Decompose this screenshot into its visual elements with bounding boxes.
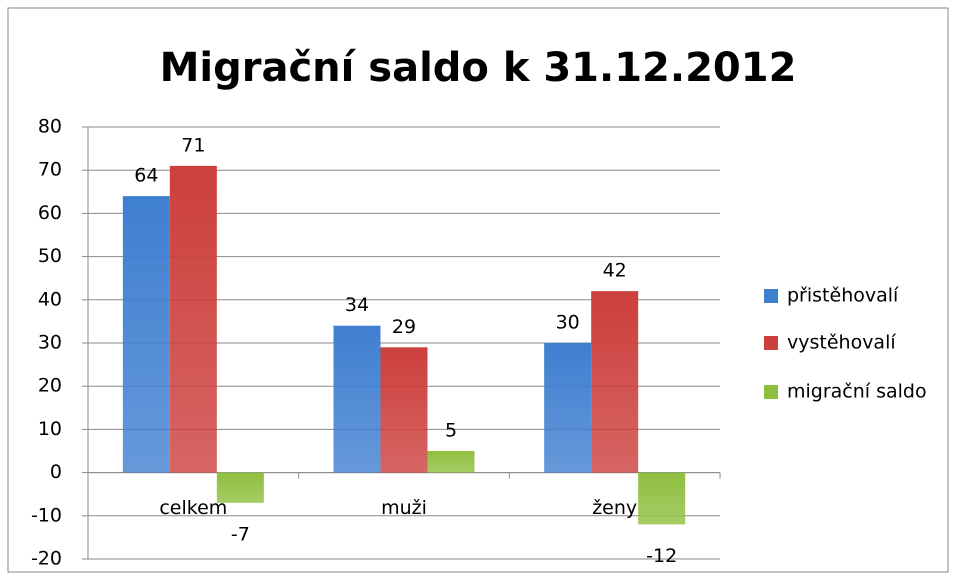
bar [591, 291, 639, 473]
legend-label: migrační saldo [787, 381, 927, 403]
y-tick-label: 50 [38, 245, 62, 267]
data-label: 5 [445, 420, 457, 442]
legend-swatch [764, 336, 778, 350]
y-tick-label: 20 [38, 375, 62, 397]
legend-label: přistěhovalí [787, 285, 899, 307]
bar [216, 472, 264, 503]
data-label: 29 [392, 316, 416, 338]
bar [544, 343, 592, 473]
x-tick-label: muži [381, 497, 427, 519]
data-label: 64 [134, 165, 158, 187]
y-tick-label: 70 [38, 159, 62, 181]
data-label: 42 [603, 260, 627, 282]
data-label: -12 [646, 545, 677, 567]
bar [427, 451, 475, 473]
data-label: 30 [556, 312, 580, 334]
y-tick-label: 30 [38, 332, 62, 354]
x-tick-label: celkem [159, 497, 227, 519]
y-tick-label: -10 [31, 504, 62, 526]
y-tick-label: 0 [50, 461, 62, 483]
y-tick-label: -20 [31, 548, 62, 570]
bar [380, 347, 428, 473]
bar [638, 472, 686, 525]
bar [169, 165, 217, 473]
legend-label: vystěhovalí [787, 332, 896, 354]
legend-swatch [764, 289, 778, 303]
y-tick-label: 10 [38, 418, 62, 440]
chart-title: Migrační saldo k 31.12.2012 [160, 45, 797, 91]
legend-swatch [764, 385, 778, 399]
y-tick-label: 80 [38, 116, 62, 138]
data-label: 34 [345, 294, 369, 316]
data-label: -7 [231, 523, 250, 545]
bar [333, 325, 381, 473]
data-label: 71 [181, 134, 205, 156]
x-tick-label: ženy [592, 497, 637, 519]
y-tick-label: 40 [38, 288, 62, 310]
bar [122, 196, 170, 473]
y-tick-label: 60 [38, 202, 62, 224]
